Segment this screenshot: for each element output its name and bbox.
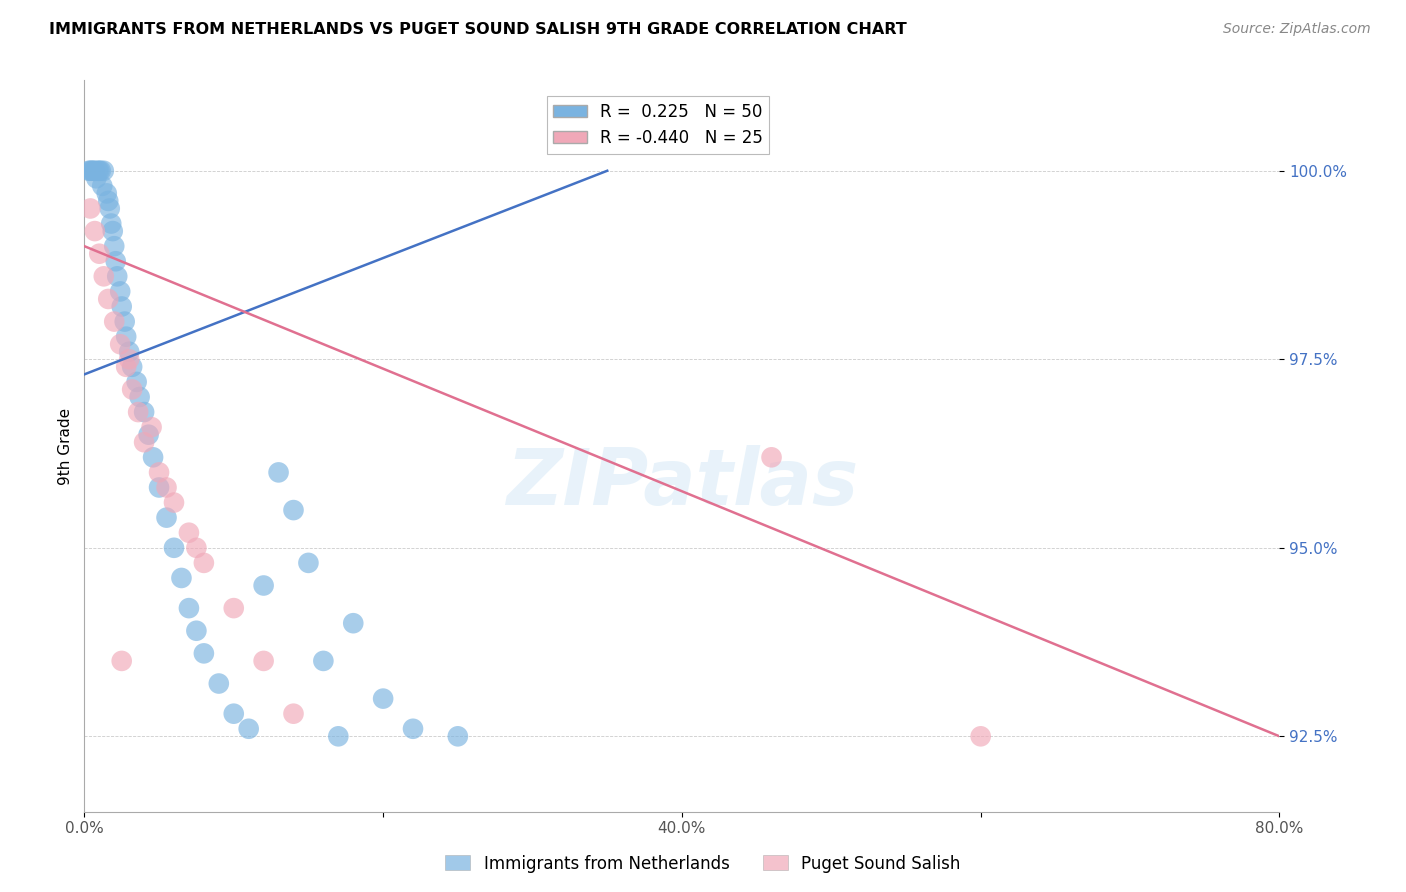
Point — [79, 163, 101, 178]
Point — [103, 239, 125, 253]
Point — [148, 466, 170, 480]
Point — [297, 556, 319, 570]
Point — [132, 405, 156, 419]
Point — [238, 722, 260, 736]
Point — [208, 676, 231, 690]
Legend: Immigrants from Netherlands, Puget Sound Salish: Immigrants from Netherlands, Puget Sound… — [439, 848, 967, 880]
Text: ZIPatlas: ZIPatlas — [506, 444, 858, 521]
Point — [155, 480, 177, 494]
Point — [114, 315, 136, 329]
Point — [96, 186, 118, 201]
Point — [402, 722, 425, 736]
Point — [373, 691, 395, 706]
Point — [115, 359, 138, 374]
Point — [163, 541, 186, 555]
Point — [103, 315, 125, 329]
Point — [138, 427, 160, 442]
Point — [115, 329, 138, 343]
Point — [111, 654, 134, 668]
Point — [87, 163, 110, 178]
Point — [970, 729, 993, 743]
Y-axis label: 9th Grade: 9th Grade — [58, 408, 73, 484]
Point — [193, 556, 215, 570]
Point — [142, 450, 165, 465]
Point — [253, 578, 276, 592]
Point — [79, 202, 101, 216]
Point — [91, 178, 114, 193]
Point — [83, 224, 105, 238]
Point — [283, 503, 305, 517]
Point — [93, 163, 115, 178]
Point — [193, 646, 215, 660]
Point — [128, 390, 150, 404]
Point — [222, 706, 245, 721]
Point — [118, 352, 141, 367]
Point — [83, 163, 105, 178]
Point — [170, 571, 193, 585]
Point — [89, 246, 111, 260]
Point — [163, 495, 186, 509]
Point — [177, 525, 200, 540]
Point — [97, 292, 120, 306]
Point — [111, 300, 134, 314]
Text: Source: ZipAtlas.com: Source: ZipAtlas.com — [1223, 22, 1371, 37]
Point — [77, 163, 100, 178]
Point — [222, 601, 245, 615]
Point — [118, 344, 141, 359]
Point — [97, 194, 120, 208]
Point — [80, 163, 103, 178]
Point — [101, 224, 124, 238]
Point — [110, 285, 132, 299]
Point — [177, 601, 200, 615]
Point — [141, 420, 163, 434]
Point — [121, 359, 143, 374]
Point — [82, 163, 104, 178]
Point — [121, 383, 143, 397]
Point — [342, 616, 364, 631]
Point — [312, 654, 335, 668]
Point — [761, 450, 783, 465]
Point — [267, 466, 290, 480]
Point — [105, 269, 128, 284]
Point — [110, 337, 132, 351]
Point — [93, 269, 115, 284]
Point — [125, 375, 148, 389]
Point — [98, 202, 121, 216]
Point — [155, 510, 177, 524]
Point — [90, 163, 112, 178]
Legend: R =  0.225   N = 50, R = -0.440   N = 25: R = 0.225 N = 50, R = -0.440 N = 25 — [547, 96, 769, 153]
Point — [253, 654, 276, 668]
Point — [186, 624, 208, 638]
Point — [86, 171, 108, 186]
Point — [104, 254, 127, 268]
Text: IMMIGRANTS FROM NETHERLANDS VS PUGET SOUND SALISH 9TH GRADE CORRELATION CHART: IMMIGRANTS FROM NETHERLANDS VS PUGET SOU… — [49, 22, 907, 37]
Point — [447, 729, 470, 743]
Point — [283, 706, 305, 721]
Point — [89, 163, 111, 178]
Point — [148, 480, 170, 494]
Point — [100, 217, 122, 231]
Point — [328, 729, 350, 743]
Point — [127, 405, 149, 419]
Point — [132, 435, 156, 450]
Point — [186, 541, 208, 555]
